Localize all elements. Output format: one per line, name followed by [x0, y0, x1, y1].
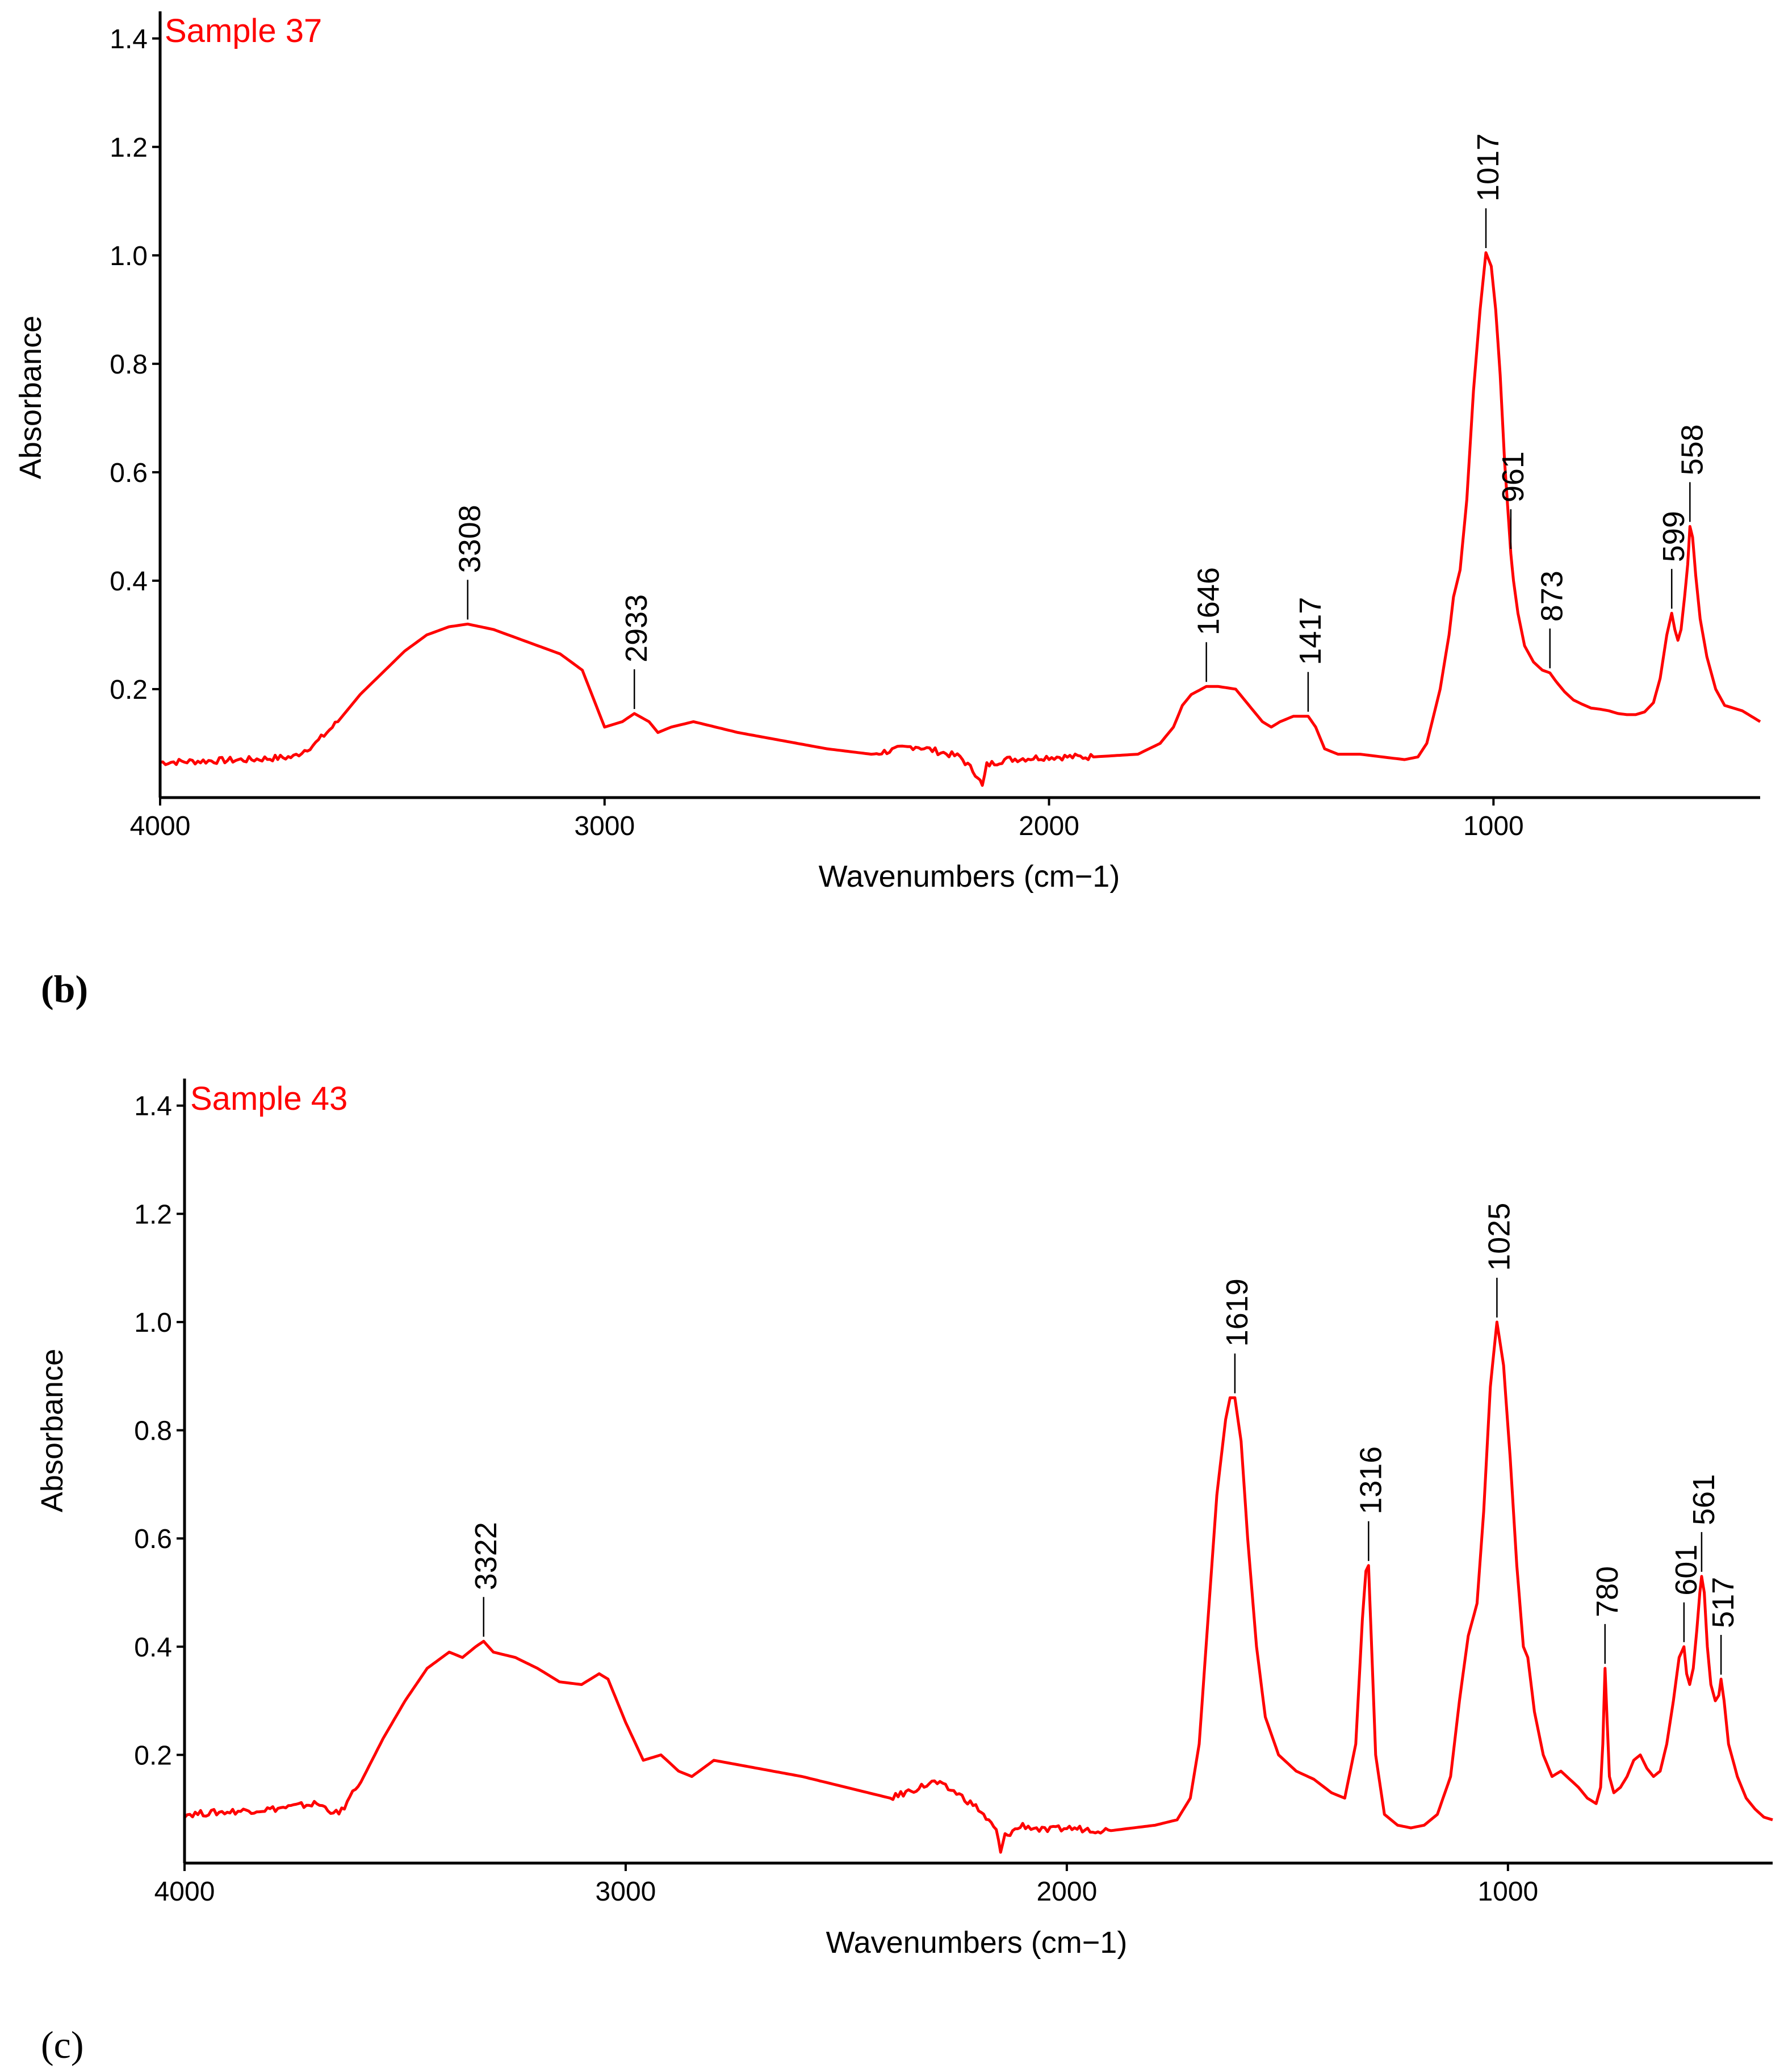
peak-label: 1017: [1471, 133, 1505, 202]
sample-label: Sample 43: [190, 1080, 347, 1117]
x-tick-label: 1000: [1477, 1877, 1538, 1907]
axis-ticks: 4000 3000 2000 1000 0.2 0.4 0.6 0.8 1.0 1.2 1.4: [110, 24, 1523, 841]
x-tick-label: 4000: [154, 1877, 215, 1907]
x-tick-label: 3000: [596, 1877, 656, 1907]
y-tick-label: 0.8: [110, 350, 148, 380]
y-tick-label: 0.4: [134, 1633, 172, 1663]
peak-label: 558: [1675, 424, 1709, 475]
y-axis-title: Absorbance: [35, 1349, 69, 1512]
peak-label: 599: [1657, 511, 1691, 562]
y-tick-label: 1.4: [134, 1092, 172, 1122]
x-axis-title: Wavenumbers (cm−1): [819, 859, 1120, 894]
series-group: [160, 251, 1761, 787]
y-tick-label: 0.6: [134, 1524, 172, 1554]
peak-label: 2933: [619, 594, 654, 662]
x-tick-label: 1000: [1463, 811, 1524, 841]
y-tick-label: 1.4: [110, 24, 148, 54]
x-tick-label: 4000: [130, 811, 191, 841]
peak-label: 3322: [469, 1522, 503, 1590]
peak-annotations: 3308 2933 1646 1417 1017 961 873 599 558: [453, 133, 1709, 712]
peak-label: 1619: [1220, 1278, 1254, 1347]
spectrum-panel-sample-37: Sample 37 Absorbance Wavenumbers (cm−1) …: [14, 11, 1761, 894]
peak-label: 1025: [1482, 1203, 1516, 1271]
x-tick-label: 3000: [574, 811, 635, 841]
y-tick-label: 1.2: [134, 1199, 172, 1230]
peak-label: 961: [1496, 451, 1530, 502]
y-tick-label: 0.2: [134, 1740, 172, 1771]
peak-label: 1646: [1192, 567, 1226, 635]
peak-annotations: 3322 1619 1316 1025 780 601 561 517: [469, 1203, 1740, 1675]
y-tick-label: 1.0: [134, 1308, 172, 1338]
y-tick-label: 0.2: [110, 675, 148, 705]
x-axis-title: Wavenumbers (cm−1): [826, 1926, 1128, 1960]
series-line: [183, 1320, 1773, 1854]
peak-label: 3308: [453, 505, 487, 573]
peak-label: 517: [1706, 1577, 1740, 1628]
y-tick-label: 0.4: [110, 567, 148, 597]
peak-label: 561: [1687, 1474, 1721, 1525]
y-tick-label: 1.0: [110, 241, 148, 271]
y-axis-title: Absorbance: [14, 316, 48, 479]
y-tick-label: 0.6: [110, 458, 148, 488]
sample-label: Sample 37: [165, 12, 322, 49]
peak-label: 1316: [1354, 1446, 1388, 1515]
y-tick-label: 1.2: [110, 133, 148, 163]
series-line: [160, 251, 1761, 787]
spectrum-panel-sample-43: (b) Sample 43 Absorbance Wavenumbers (cm…: [35, 967, 1773, 1960]
panel-letter-c: (c): [41, 2023, 83, 2066]
peak-label: 873: [1535, 571, 1569, 622]
axis-ticks: 4000 3000 2000 1000 0.2 0.4 0.6 0.8 1.0 1.2 1.4: [134, 1092, 1538, 1907]
series-group: [183, 1320, 1773, 1854]
peak-label: 780: [1590, 1566, 1624, 1617]
panel-letter-b: (b): [41, 967, 88, 1010]
y-tick-label: 0.8: [134, 1416, 172, 1446]
peak-label: 1417: [1293, 597, 1327, 665]
x-tick-label: 2000: [1036, 1877, 1097, 1907]
x-tick-label: 2000: [1019, 811, 1079, 841]
peak-label: 601: [1669, 1545, 1703, 1596]
